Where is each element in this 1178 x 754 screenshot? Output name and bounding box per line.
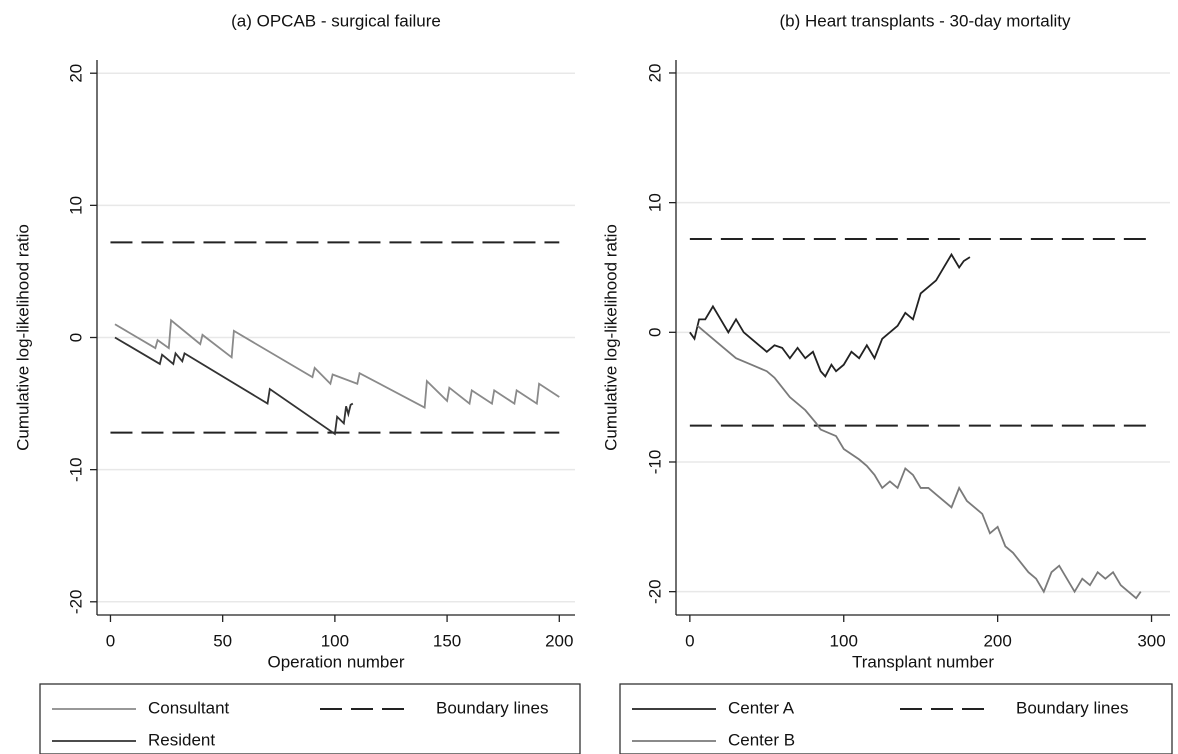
- x-tick-label: 50: [213, 631, 232, 650]
- y-tick-label: 20: [66, 64, 85, 83]
- y-axis-label: Cumulative log-likelihood ratio: [601, 224, 620, 451]
- x-tick-label: 300: [1137, 631, 1165, 650]
- y-tick-label: 0: [645, 328, 664, 337]
- legend-box: [619, 683, 1173, 754]
- y-tick-label: 0: [66, 333, 85, 342]
- y-axis-label: Cumulative log-likelihood ratio: [13, 224, 32, 451]
- x-tick-label: 200: [545, 631, 573, 650]
- x-tick-label: 0: [685, 631, 694, 650]
- legend-label: Resident: [148, 730, 215, 749]
- y-tick-label: -10: [66, 457, 85, 482]
- x-tick-label: 100: [830, 631, 858, 650]
- chart-title: (a) OPCAB - surgical failure: [231, 11, 441, 30]
- legend-label: Center B: [728, 730, 795, 749]
- x-tick-label: 0: [106, 631, 115, 650]
- y-tick-label: 10: [66, 196, 85, 215]
- legend-box: [39, 683, 581, 754]
- y-tick-label: -20: [66, 589, 85, 614]
- series-line: [114, 318, 560, 409]
- legend-label: Center A: [728, 698, 795, 717]
- x-tick-label: 150: [433, 631, 461, 650]
- x-tick-label: 200: [983, 631, 1011, 650]
- chart-title: (b) Heart transplants - 30-day mortality: [780, 11, 1071, 30]
- y-tick-label: -10: [645, 450, 664, 475]
- series-line: [689, 252, 971, 378]
- legend-label: Boundary lines: [436, 698, 548, 717]
- y-tick-label: -20: [645, 579, 664, 604]
- x-axis-label: Operation number: [267, 652, 404, 671]
- legend-label: Boundary lines: [1016, 698, 1128, 717]
- legend-label: Consultant: [148, 698, 230, 717]
- x-tick-label: 100: [321, 631, 349, 650]
- series-line: [696, 325, 1142, 600]
- y-tick-label: 20: [645, 64, 664, 83]
- y-tick-label: 10: [645, 193, 664, 212]
- series-line: [114, 336, 354, 436]
- x-axis-label: Transplant number: [852, 652, 994, 671]
